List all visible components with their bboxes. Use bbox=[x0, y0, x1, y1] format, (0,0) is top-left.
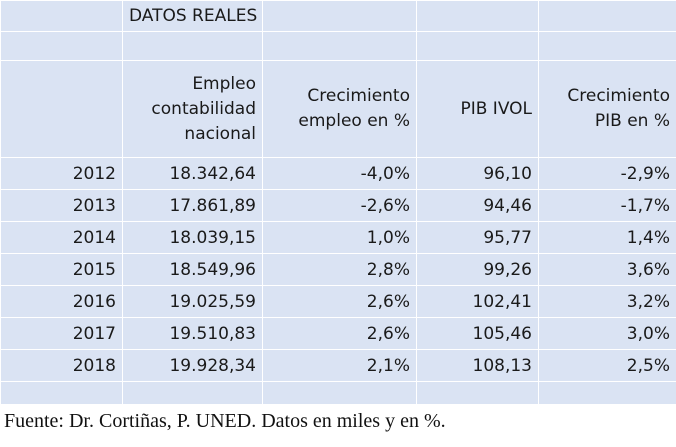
cell-empty[interactable] bbox=[262, 381, 417, 409]
year-cell[interactable]: 2013 bbox=[0, 189, 123, 222]
pib-cell[interactable]: 105,46 bbox=[416, 317, 539, 350]
cell-empty[interactable] bbox=[416, 0, 539, 32]
spreadsheet-table-area: DATOS REALES Empleo contabilidad naciona… bbox=[0, 0, 676, 409]
header-line: contabilidad bbox=[151, 98, 256, 119]
year-cell[interactable]: 2018 bbox=[0, 349, 123, 382]
empleo-cell[interactable]: 17.861,89 bbox=[122, 189, 263, 222]
crecimiento-empleo-cell[interactable]: -4,0% bbox=[262, 157, 417, 190]
title-row: DATOS REALES bbox=[0, 0, 676, 32]
crecimiento-empleo-cell[interactable]: 2,6% bbox=[262, 285, 417, 318]
table-row: 2013 17.861,89 -2,6% 94,46 -1,7% bbox=[0, 189, 676, 222]
empleo-cell[interactable]: 18.039,15 bbox=[122, 221, 263, 254]
crecimiento-empleo-cell[interactable]: -2,6% bbox=[262, 189, 417, 222]
empleo-cell[interactable]: 18.549,96 bbox=[122, 253, 263, 286]
crecimiento-empleo-cell[interactable]: 1,0% bbox=[262, 221, 417, 254]
header-empleo[interactable]: Empleo contabilidad nacional bbox=[122, 60, 263, 158]
empleo-cell[interactable]: 18.342,64 bbox=[122, 157, 263, 190]
header-line: Crecimiento bbox=[307, 86, 410, 106]
crecimiento-pib-cell[interactable]: 3,2% bbox=[538, 285, 676, 318]
cell-empty[interactable] bbox=[538, 381, 676, 409]
crecimiento-empleo-cell[interactable]: 2,6% bbox=[262, 317, 417, 350]
cell-empty[interactable] bbox=[262, 0, 417, 32]
cell-empty[interactable] bbox=[0, 31, 123, 61]
crecimiento-pib-cell[interactable]: -1,7% bbox=[538, 189, 676, 222]
cell-empty[interactable] bbox=[122, 31, 263, 61]
header-line: empleo en % bbox=[298, 111, 410, 131]
year-cell[interactable]: 2016 bbox=[0, 285, 123, 318]
blank-row bbox=[0, 31, 676, 61]
year-cell[interactable]: 2015 bbox=[0, 253, 123, 286]
table-row: 2017 19.510,83 2,6% 105,46 3,0% bbox=[0, 317, 676, 350]
empleo-cell[interactable]: 19.025,59 bbox=[122, 285, 263, 318]
cell-empty[interactable] bbox=[538, 0, 676, 32]
pib-cell[interactable]: 99,26 bbox=[416, 253, 539, 286]
table-row: 2015 18.549,96 2,8% 99,26 3,6% bbox=[0, 253, 676, 286]
table-row: 2014 18.039,15 1,0% 95,77 1,4% bbox=[0, 221, 676, 254]
empleo-cell[interactable]: 19.510,83 bbox=[122, 317, 263, 350]
header-pib-ivol[interactable]: PIB IVOL bbox=[416, 60, 539, 158]
header-line: nacional bbox=[184, 123, 256, 144]
cell-empty[interactable] bbox=[416, 381, 539, 409]
header-row: Empleo contabilidad nacional Crecimiento… bbox=[0, 60, 676, 158]
header-crecimiento-pib[interactable]: Crecimiento PIB en % bbox=[538, 60, 676, 158]
year-cell[interactable]: 2014 bbox=[0, 221, 123, 254]
cell-empty[interactable] bbox=[0, 0, 123, 32]
crecimiento-pib-cell[interactable]: 2,5% bbox=[538, 349, 676, 382]
crecimiento-empleo-cell[interactable]: 2,8% bbox=[262, 253, 417, 286]
table-row: 2016 19.025,59 2,6% 102,41 3,2% bbox=[0, 285, 676, 318]
table-row: 2012 18.342,64 -4,0% 96,10 -2,9% bbox=[0, 157, 676, 190]
empleo-cell[interactable]: 19.928,34 bbox=[122, 349, 263, 382]
pib-cell[interactable]: 96,10 bbox=[416, 157, 539, 190]
cell-empty[interactable] bbox=[416, 31, 539, 61]
cell-empty[interactable] bbox=[0, 381, 123, 409]
pib-cell[interactable]: 102,41 bbox=[416, 285, 539, 318]
crecimiento-pib-cell[interactable]: 3,0% bbox=[538, 317, 676, 350]
crecimiento-pib-cell[interactable]: 1,4% bbox=[538, 221, 676, 254]
year-cell[interactable]: 2017 bbox=[0, 317, 123, 350]
data-table: DATOS REALES Empleo contabilidad naciona… bbox=[0, 0, 676, 409]
pib-cell[interactable]: 108,13 bbox=[416, 349, 539, 382]
table-title[interactable]: DATOS REALES bbox=[122, 0, 263, 32]
source-note: Fuente: Dr. Cortiñas, P. UNED. Datos en … bbox=[4, 410, 446, 432]
header-line: PIB IVOL bbox=[460, 98, 532, 119]
header-corner-cell[interactable] bbox=[0, 60, 123, 158]
table-row: 2018 19.928,34 2,1% 108,13 2,5% bbox=[0, 349, 676, 382]
crecimiento-pib-cell[interactable]: 3,6% bbox=[538, 253, 676, 286]
header-crecimiento-empleo[interactable]: Crecimiento empleo en % bbox=[262, 60, 417, 158]
crecimiento-empleo-cell[interactable]: 2,1% bbox=[262, 349, 417, 382]
header-line: Crecimiento bbox=[567, 86, 670, 106]
pib-cell[interactable]: 95,77 bbox=[416, 221, 539, 254]
crecimiento-pib-cell[interactable]: -2,9% bbox=[538, 157, 676, 190]
cell-empty[interactable] bbox=[122, 381, 263, 409]
header-line: Empleo bbox=[192, 73, 256, 94]
year-cell[interactable]: 2012 bbox=[0, 157, 123, 190]
header-line: PIB en % bbox=[594, 111, 670, 131]
cell-empty[interactable] bbox=[262, 31, 417, 61]
pib-cell[interactable]: 94,46 bbox=[416, 189, 539, 222]
blank-row bbox=[0, 381, 676, 409]
cell-empty[interactable] bbox=[538, 31, 676, 61]
